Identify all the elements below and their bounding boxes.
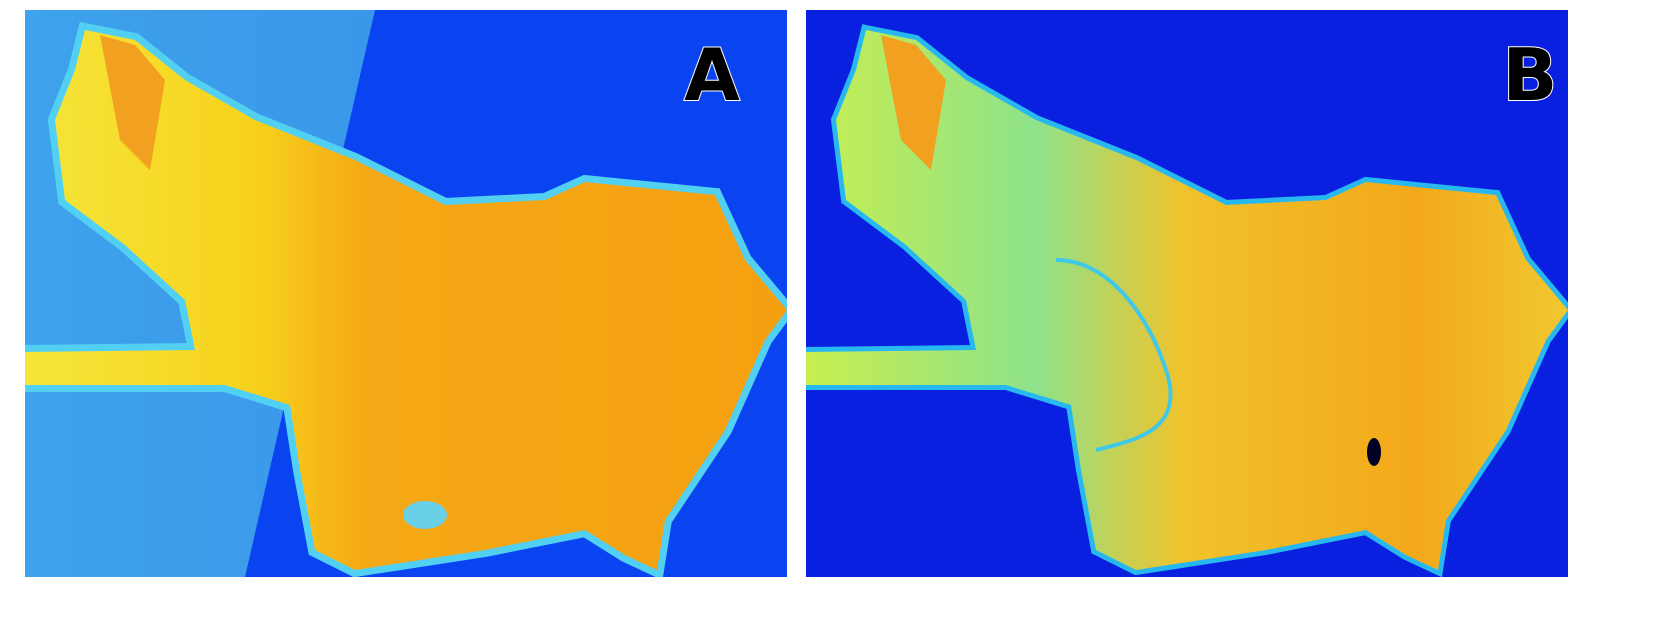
- lake: [1367, 438, 1381, 466]
- panel-a: A: [25, 10, 787, 577]
- lake: [403, 501, 447, 529]
- figure: A B: [0, 0, 1679, 620]
- panel-b: B: [806, 10, 1568, 577]
- page: {"panels": [{"label": "A"}, {"label": "B…: [0, 0, 1679, 620]
- panel-label: A: [684, 33, 740, 117]
- panel-label: B: [1503, 33, 1558, 117]
